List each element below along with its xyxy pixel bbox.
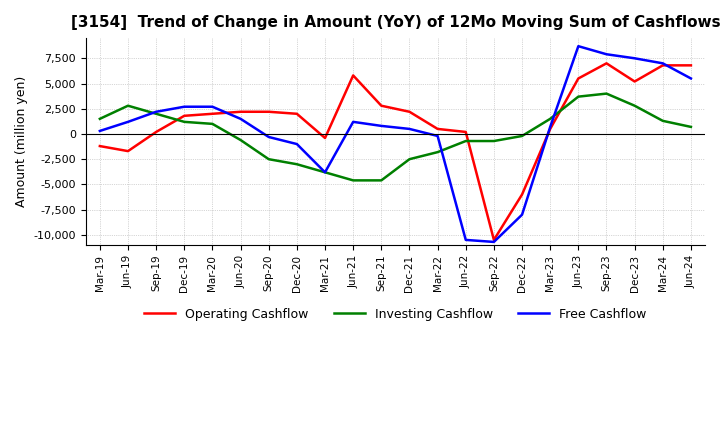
Free Cashflow <box>236 116 245 121</box>
Free Cashflow <box>320 170 329 175</box>
Free Cashflow <box>208 104 217 110</box>
Operating Cashflow <box>292 111 301 117</box>
Operating Cashflow <box>602 61 611 66</box>
Investing Cashflow <box>152 111 161 117</box>
Operating Cashflow <box>377 103 386 108</box>
Investing Cashflow <box>292 161 301 167</box>
Free Cashflow <box>264 134 273 139</box>
Operating Cashflow <box>546 126 554 132</box>
Investing Cashflow <box>377 178 386 183</box>
Operating Cashflow <box>687 63 696 68</box>
Investing Cashflow <box>405 157 414 162</box>
Free Cashflow <box>152 109 161 114</box>
Free Cashflow <box>96 128 104 134</box>
Operating Cashflow <box>320 136 329 141</box>
Free Cashflow <box>349 119 358 125</box>
Operating Cashflow <box>180 113 189 118</box>
Investing Cashflow <box>630 103 639 108</box>
Investing Cashflow <box>208 121 217 127</box>
Investing Cashflow <box>96 116 104 121</box>
Line: Free Cashflow: Free Cashflow <box>100 46 691 242</box>
Operating Cashflow <box>152 129 161 135</box>
Y-axis label: Amount (million yen): Amount (million yen) <box>15 76 28 207</box>
Title: [3154]  Trend of Change in Amount (YoY) of 12Mo Moving Sum of Cashflows: [3154] Trend of Change in Amount (YoY) o… <box>71 15 720 30</box>
Investing Cashflow <box>180 119 189 125</box>
Free Cashflow <box>180 104 189 110</box>
Operating Cashflow <box>433 126 442 132</box>
Investing Cashflow <box>574 94 582 99</box>
Free Cashflow <box>377 123 386 128</box>
Investing Cashflow <box>659 118 667 124</box>
Operating Cashflow <box>264 109 273 114</box>
Investing Cashflow <box>462 139 470 144</box>
Free Cashflow <box>659 61 667 66</box>
Free Cashflow <box>292 141 301 147</box>
Operating Cashflow <box>124 148 132 154</box>
Operating Cashflow <box>236 109 245 114</box>
Investing Cashflow <box>518 133 526 139</box>
Free Cashflow <box>518 212 526 217</box>
Investing Cashflow <box>546 116 554 121</box>
Investing Cashflow <box>349 178 358 183</box>
Free Cashflow <box>490 239 498 245</box>
Investing Cashflow <box>433 150 442 155</box>
Operating Cashflow <box>208 111 217 117</box>
Investing Cashflow <box>124 103 132 108</box>
Line: Operating Cashflow: Operating Cashflow <box>100 63 691 240</box>
Operating Cashflow <box>630 79 639 84</box>
Operating Cashflow <box>490 237 498 242</box>
Investing Cashflow <box>687 124 696 129</box>
Investing Cashflow <box>236 137 245 143</box>
Investing Cashflow <box>264 157 273 162</box>
Line: Investing Cashflow: Investing Cashflow <box>100 94 691 180</box>
Operating Cashflow <box>96 143 104 149</box>
Operating Cashflow <box>574 76 582 81</box>
Operating Cashflow <box>349 73 358 78</box>
Legend: Operating Cashflow, Investing Cashflow, Free Cashflow: Operating Cashflow, Investing Cashflow, … <box>139 303 652 326</box>
Operating Cashflow <box>518 192 526 197</box>
Investing Cashflow <box>320 170 329 175</box>
Free Cashflow <box>546 124 554 129</box>
Free Cashflow <box>574 44 582 49</box>
Free Cashflow <box>462 237 470 242</box>
Investing Cashflow <box>490 139 498 144</box>
Free Cashflow <box>433 133 442 139</box>
Free Cashflow <box>630 55 639 61</box>
Operating Cashflow <box>462 129 470 135</box>
Free Cashflow <box>405 126 414 132</box>
Free Cashflow <box>124 119 132 125</box>
Free Cashflow <box>687 76 696 81</box>
Free Cashflow <box>602 51 611 57</box>
Operating Cashflow <box>659 63 667 68</box>
Investing Cashflow <box>602 91 611 96</box>
Operating Cashflow <box>405 109 414 114</box>
